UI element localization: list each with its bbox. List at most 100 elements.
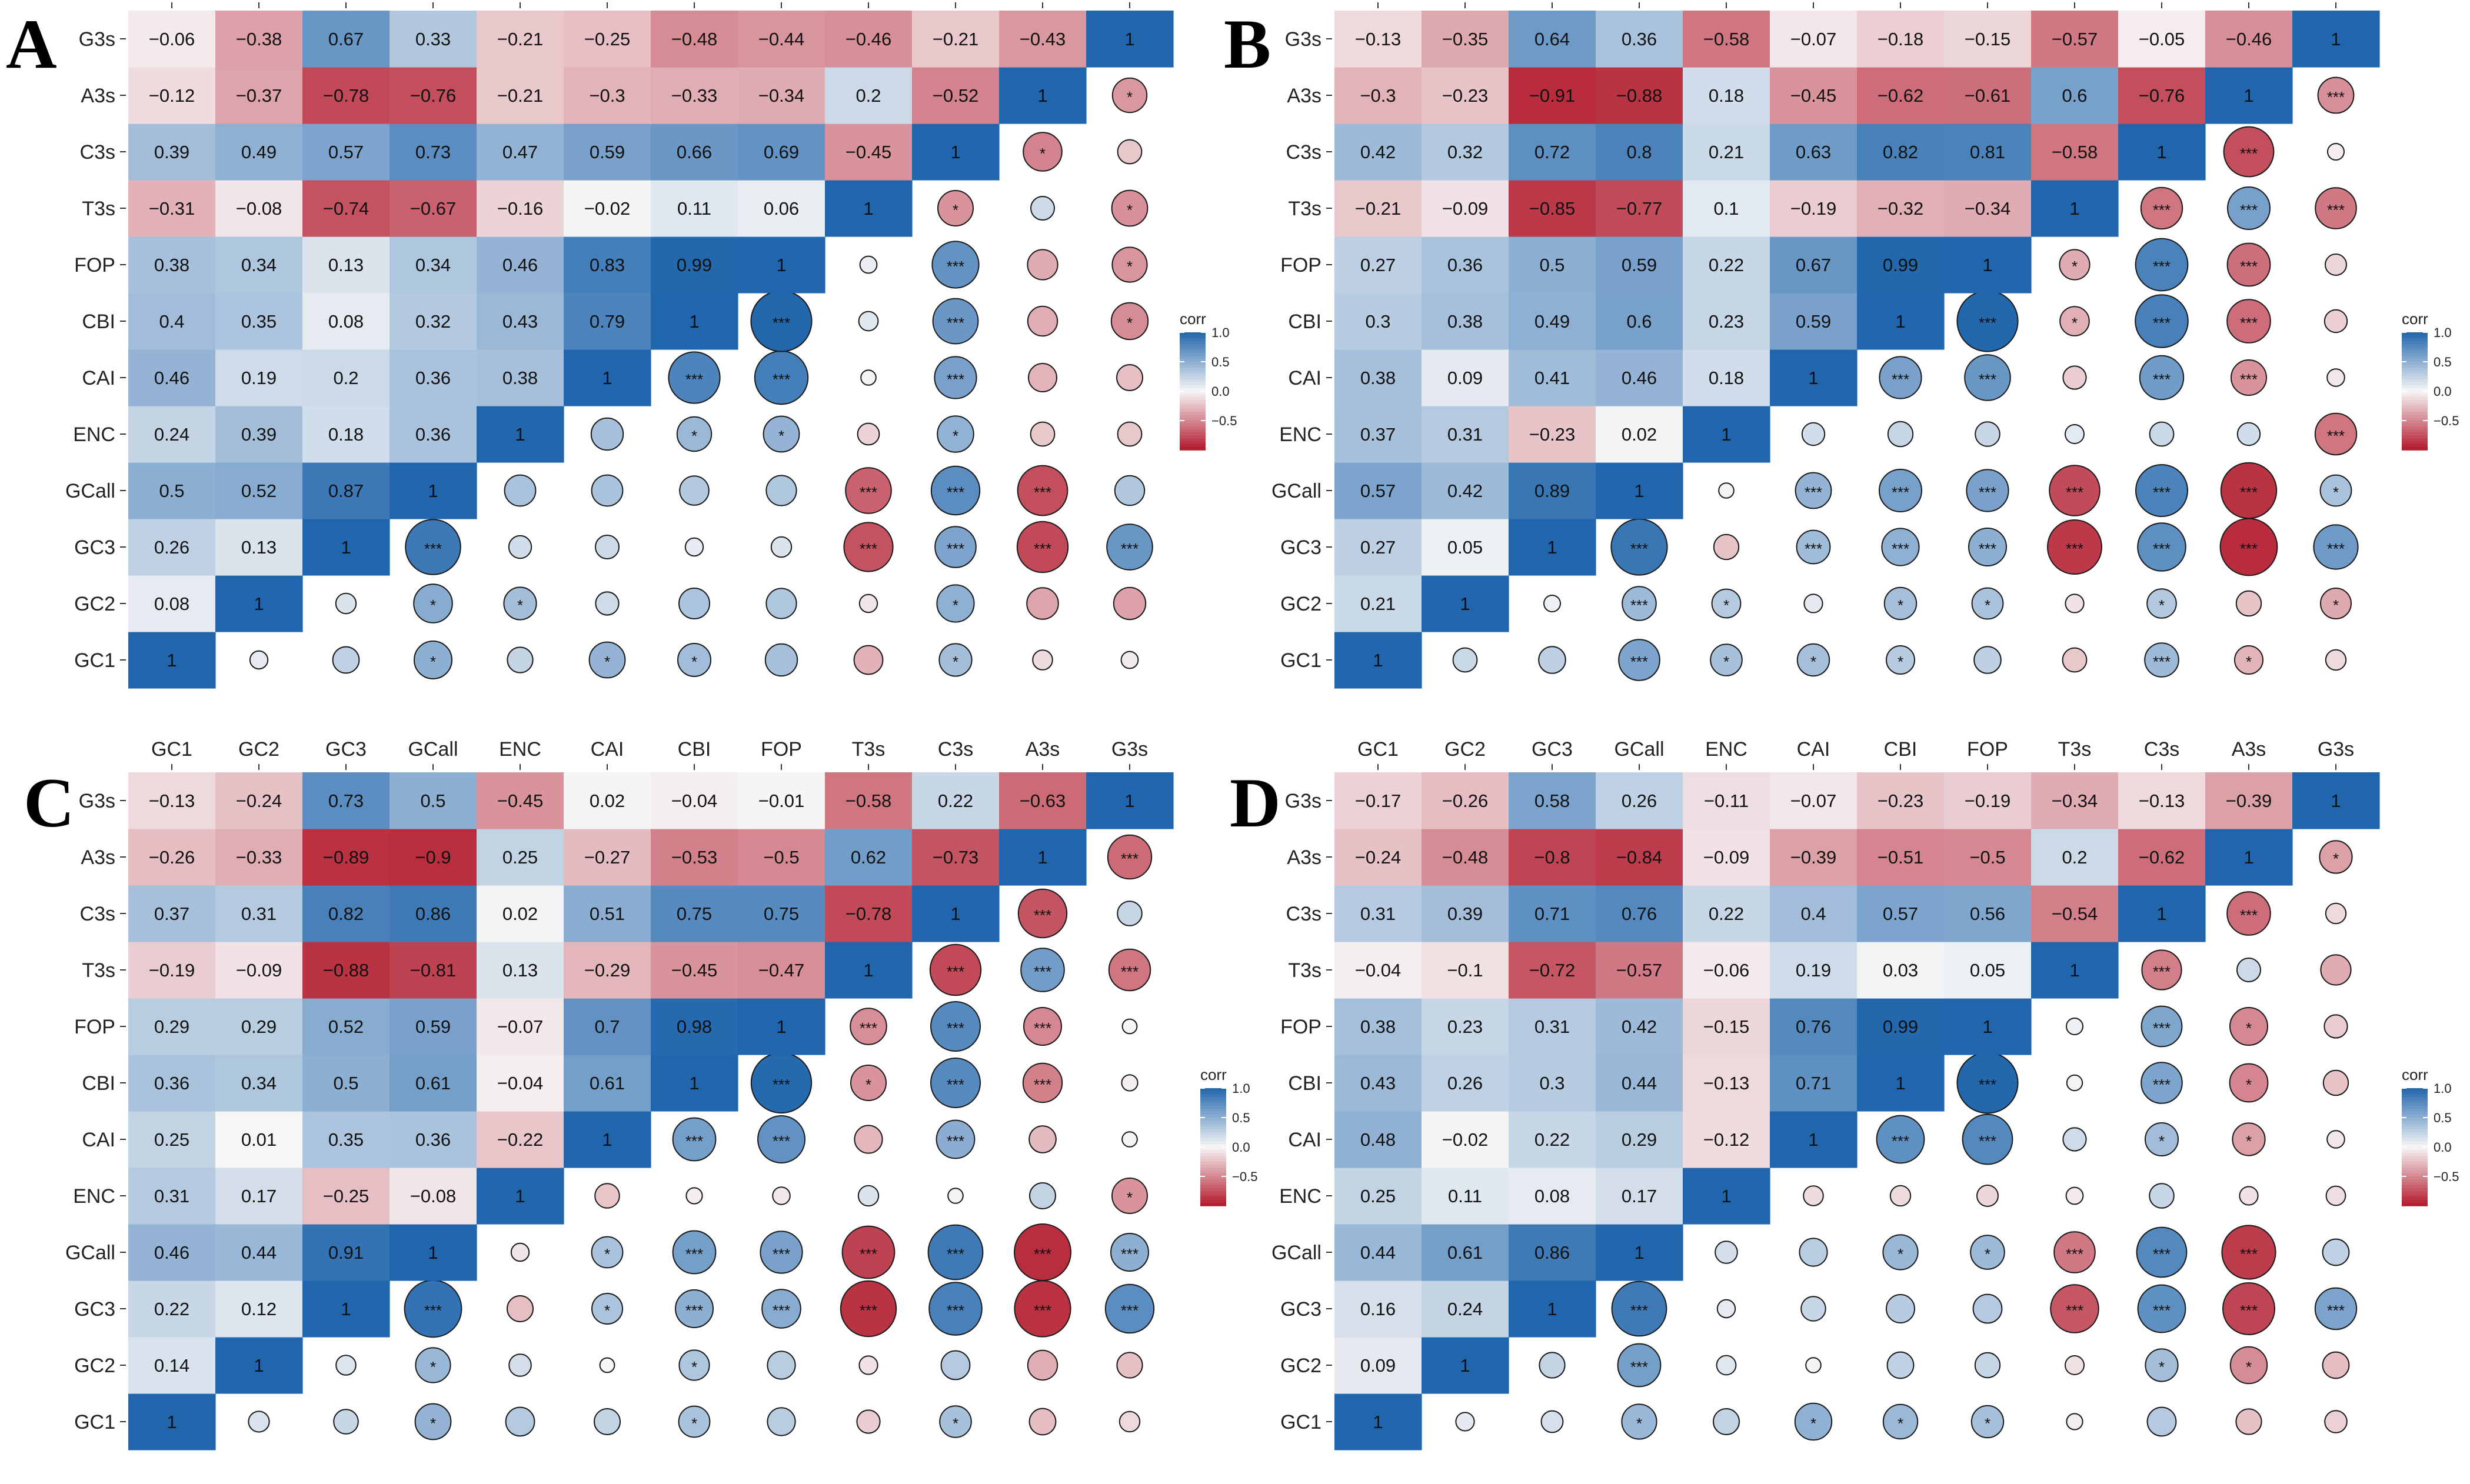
legend-swatch	[1200, 1126, 1226, 1130]
corr-value: 1	[1895, 311, 1905, 332]
legend-swatch	[2402, 1182, 2428, 1186]
corr-value: 1	[428, 481, 438, 501]
corr-value: −0.91	[1529, 85, 1575, 106]
corr-tile	[2118, 772, 2206, 829]
corr-value: 0.71	[1534, 903, 1570, 924]
corr-value: −0.08	[236, 198, 282, 219]
corr-value: 0.4	[1800, 903, 1826, 924]
significance-stars: *	[1127, 88, 1133, 106]
column-label: FOP	[1967, 738, 2008, 761]
significance-stars: *	[604, 1302, 610, 1319]
corr-value: 0.26	[1622, 791, 1657, 811]
corr-circle	[930, 1001, 981, 1052]
corr-tile	[1596, 885, 1683, 942]
corr-value: 0.43	[502, 311, 538, 332]
corr-tile	[1509, 829, 1596, 886]
corr-circle	[1117, 139, 1143, 165]
significance-stars: ***	[1034, 906, 1051, 924]
corr-circle	[413, 583, 453, 623]
row-label: GC3	[74, 1298, 115, 1320]
corr-circle	[1973, 646, 2002, 674]
legend-swatch	[2402, 332, 2428, 336]
significance-stars: *	[1127, 1189, 1133, 1206]
corr-value: 1	[167, 650, 177, 671]
corr-tile	[1770, 998, 1858, 1055]
corr-tile	[1944, 998, 2032, 1055]
corr-tile	[128, 1337, 216, 1394]
corr-tile	[1770, 772, 1858, 829]
significance-stars: *	[2159, 596, 2165, 614]
corr-value: 0.36	[1622, 29, 1657, 49]
corr-tile	[1683, 11, 1770, 68]
corr-tile	[825, 11, 913, 68]
corr-tile	[912, 67, 1000, 124]
corr-value: −0.62	[2139, 847, 2185, 868]
significance-stars: ***	[1979, 1132, 1996, 1150]
corr-tile	[1334, 829, 1422, 886]
legend-swatch	[1180, 385, 1206, 389]
significance-stars: ***	[2153, 1076, 2171, 1093]
column-label: CAI	[591, 738, 624, 761]
corr-value: 0.35	[241, 311, 277, 332]
corr-value: 0.17	[241, 1186, 277, 1206]
corr-value: 0.23	[1709, 311, 1744, 332]
corr-circle	[2320, 954, 2352, 986]
corr-circle	[248, 1410, 270, 1433]
row-label: T3s	[1288, 198, 1321, 220]
corr-value: −0.02	[584, 198, 630, 219]
corr-value: 0.24	[1447, 1299, 1483, 1319]
corr-circle	[508, 1353, 532, 1377]
corr-value: 0.82	[328, 903, 364, 924]
corr-value: 1	[341, 537, 351, 558]
significance-stars: *	[691, 1358, 697, 1376]
corr-value: −0.12	[1703, 1129, 1749, 1150]
corr-value: 0.56	[1970, 903, 2005, 924]
legend-title: corr	[2402, 310, 2428, 328]
corr-circle	[845, 467, 892, 514]
corr-value: 0.99	[1883, 1016, 1918, 1037]
corr-tile	[1422, 772, 1509, 829]
legend-swatch	[2402, 412, 2428, 415]
legend-swatch	[1180, 356, 1206, 359]
corr-value: −0.25	[584, 29, 630, 49]
column-label: A3s	[2232, 738, 2266, 761]
corr-tile	[477, 124, 564, 181]
legend-tick-label: 0.0	[1232, 1140, 1250, 1155]
corr-value: −0.78	[323, 85, 369, 106]
significance-stars: *	[2333, 596, 2339, 614]
corr-circle	[2149, 421, 2175, 447]
corr-value: 0.59	[415, 1016, 451, 1037]
legend-tick-label: 1.0	[2434, 1081, 2452, 1096]
corr-circle	[1030, 196, 1055, 221]
legend-swatch	[2402, 1115, 2428, 1118]
corr-circle	[1611, 1280, 1667, 1337]
corr-tile	[128, 772, 216, 829]
corr-tile	[825, 180, 913, 237]
column-label: GCall	[1614, 738, 1664, 761]
corr-tile	[477, 349, 564, 406]
legend-swatch	[2402, 1150, 2428, 1153]
corr-circle	[1110, 302, 1149, 341]
legend-swatch	[2402, 1176, 2428, 1180]
corr-circle	[677, 643, 711, 677]
corr-tile	[2118, 124, 2206, 181]
row-label: CAI	[1288, 1129, 1321, 1151]
corr-tile	[128, 11, 216, 68]
corr-circle	[1796, 529, 1831, 565]
corr-value: −0.21	[1355, 198, 1401, 219]
corr-tile	[1334, 632, 1422, 689]
row-label: GC2	[1280, 593, 1321, 615]
corr-value: −0.15	[1703, 1016, 1749, 1037]
significance-stars: ***	[685, 371, 703, 388]
corr-circle	[1886, 1351, 1915, 1379]
corr-value: 0.38	[154, 255, 189, 275]
legend-swatch	[2402, 1173, 2428, 1177]
corr-circle	[2066, 1074, 2083, 1092]
legend-swatch	[1180, 426, 1206, 430]
corr-value: 0.13	[502, 960, 538, 981]
significance-stars: ***	[1892, 540, 1909, 558]
legend-swatch	[2402, 1165, 2428, 1168]
legend-swatch	[2402, 1168, 2428, 1171]
corr-value: −0.34	[758, 85, 804, 106]
corr-circle	[1883, 586, 1918, 621]
